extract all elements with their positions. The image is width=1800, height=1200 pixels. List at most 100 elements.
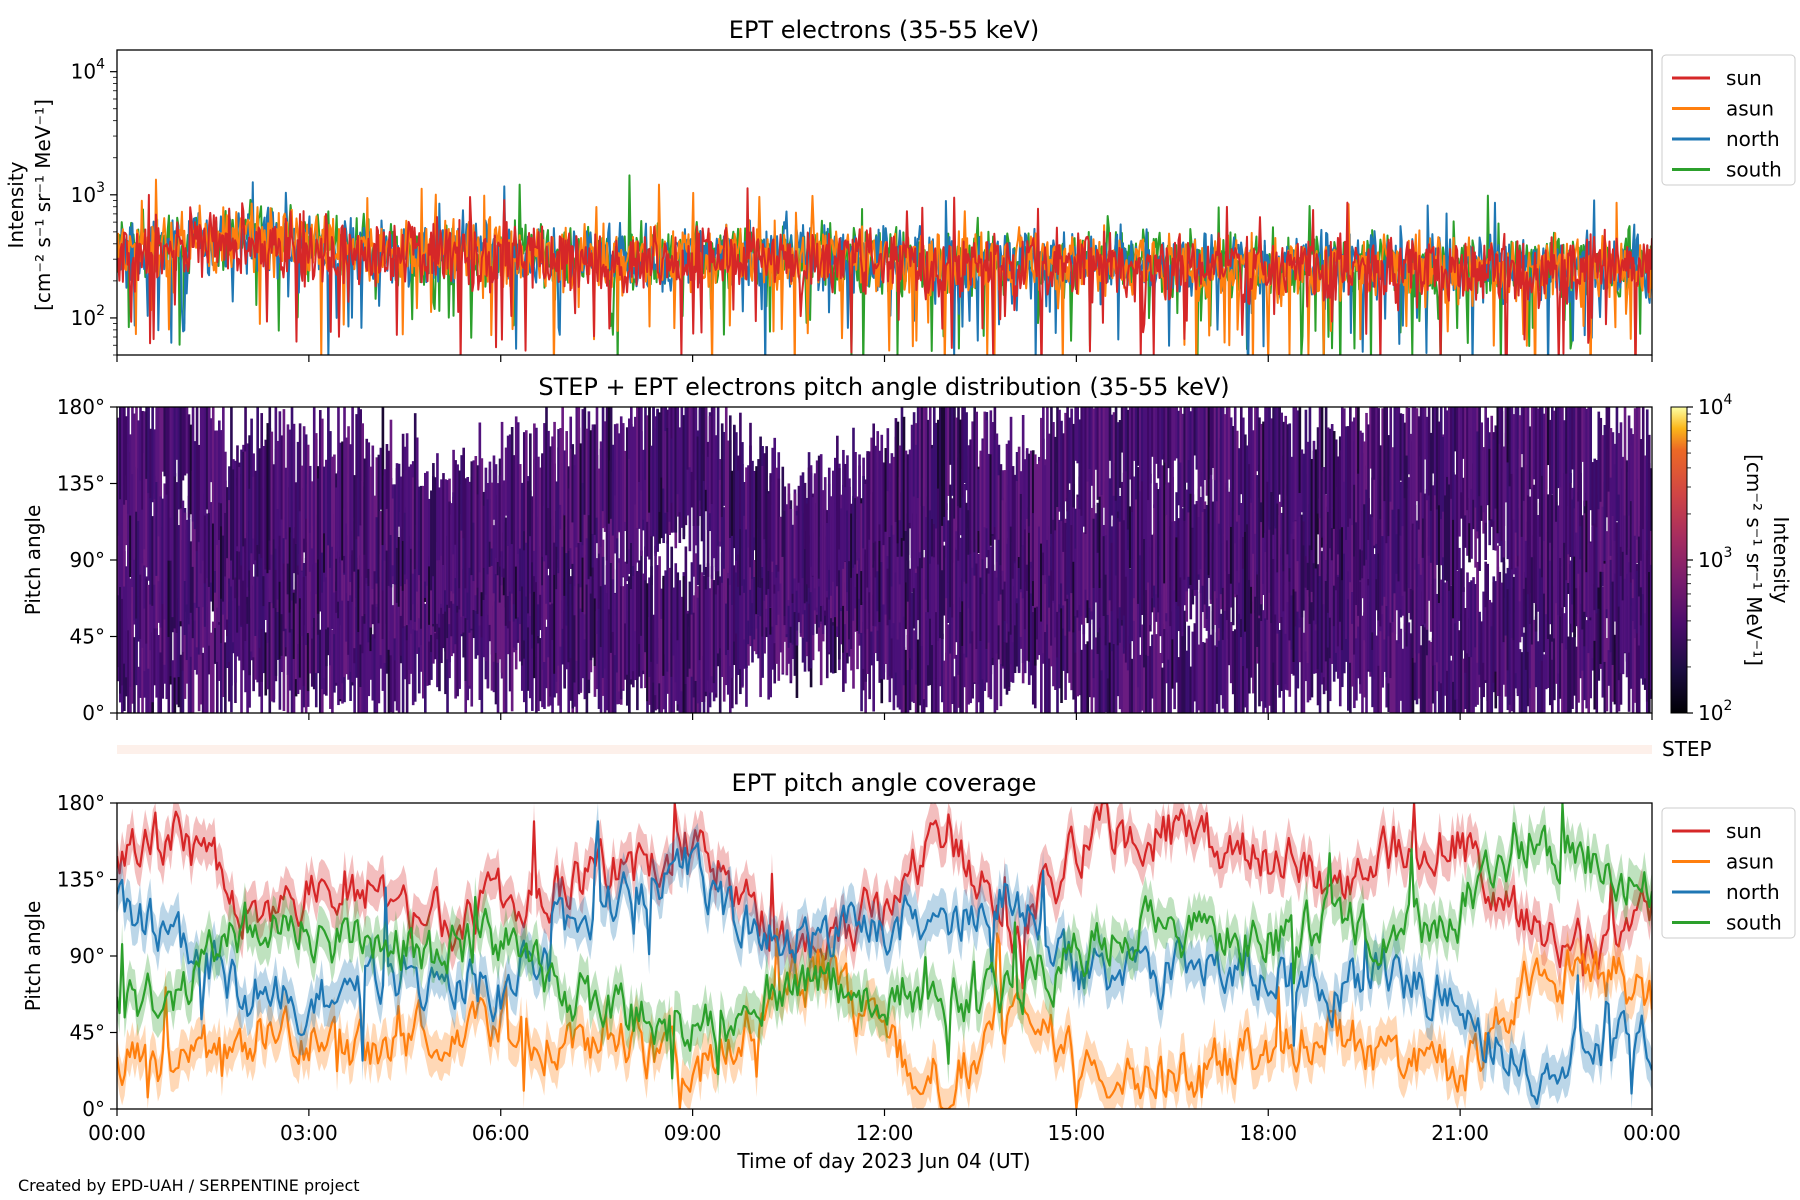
pad-cell: [1565, 648, 1568, 713]
pad-cell: [1365, 412, 1368, 490]
pad-cell: [1134, 551, 1138, 638]
pad-cell: [678, 580, 682, 712]
pad-cell: [733, 425, 736, 530]
pad-cell: [1538, 613, 1542, 713]
pad-cell: [1266, 531, 1269, 620]
pad-cell: [716, 407, 720, 546]
pad-cell: [593, 424, 597, 535]
pad-cell: [941, 633, 944, 703]
pad-cell: [569, 448, 573, 549]
pad-cell: [1445, 551, 1449, 671]
pad-cell: [589, 430, 593, 577]
pad-cell: [167, 407, 171, 465]
pad-cell: [609, 614, 613, 713]
x-tick-label: 18:00: [1239, 1121, 1297, 1145]
pad-cell: [139, 407, 142, 481]
pad-cell: [1553, 634, 1556, 701]
pad-cell: [702, 407, 706, 481]
pad-cell: [1088, 613, 1092, 698]
pad-cell: [460, 455, 463, 531]
pad-cell: [807, 573, 811, 670]
pad-cell: [1464, 607, 1467, 673]
y-tick-label: 103: [71, 180, 105, 207]
pad-cell: [941, 560, 944, 640]
pad-cell: [169, 520, 173, 677]
pad-cell: [1094, 407, 1098, 470]
pad-cell: [1347, 589, 1350, 711]
pad-cell: [1328, 428, 1332, 549]
pad-cell: [634, 545, 637, 632]
pad-cell: [1506, 407, 1510, 463]
y-tick-label: 0°: [82, 1097, 105, 1121]
pad-cell: [995, 433, 999, 562]
pad-cell: [1292, 589, 1296, 662]
pad-cell: [1126, 409, 1130, 530]
pad-cell: [767, 558, 770, 631]
pad-cell: [1365, 634, 1368, 713]
pad-cell: [1062, 598, 1065, 671]
pad-cell: [1086, 641, 1090, 713]
pad-cell: [389, 631, 393, 713]
pad-cell: [581, 482, 585, 546]
pad-cell: [630, 589, 633, 680]
pad-cell: [1526, 465, 1530, 595]
pad-cell: [737, 555, 740, 629]
pad-cell: [351, 407, 354, 551]
pad-cell: [1504, 407, 1508, 489]
pad-cell: [149, 428, 152, 499]
coverage-band-north: [117, 803, 1652, 1109]
pad-cell: [1397, 544, 1401, 644]
pad-cell: [1141, 466, 1144, 565]
pad-cell: [660, 407, 663, 478]
pad-cell: [1373, 479, 1376, 546]
pad-cell: [864, 483, 867, 550]
pad-cell: [355, 607, 358, 678]
pad-cell: [795, 515, 799, 591]
pad-cell: [763, 453, 766, 540]
pad-cell: [979, 580, 983, 713]
pad-cell: [914, 549, 918, 685]
pad-cell: [1512, 471, 1516, 575]
pad-cell: [1563, 509, 1566, 608]
pad-cell: [1173, 521, 1176, 591]
pad-cell: [1294, 521, 1298, 592]
pad-cell: [1577, 407, 1580, 502]
pad-cell: [545, 626, 548, 689]
pad-cell: [1169, 599, 1172, 713]
pad-cell: [634, 484, 637, 565]
pad-cell: [1557, 407, 1560, 489]
pad-cell: [217, 594, 221, 681]
pad-cell: [323, 581, 326, 679]
pad-cell: [312, 490, 316, 618]
pad-cell: [912, 412, 916, 497]
pad-cell: [1019, 493, 1023, 590]
pad-cell: [1565, 547, 1568, 650]
pad-cell: [1187, 625, 1191, 713]
pad-cell: [1609, 498, 1613, 653]
pad-cell: [205, 407, 209, 510]
pad-cell: [1427, 407, 1431, 496]
pad-cell: [563, 450, 566, 516]
pad-cell: [1540, 627, 1544, 713]
pad-cell: [916, 639, 920, 713]
pad-cell: [680, 596, 684, 692]
pad-cell: [1548, 419, 1552, 543]
pad-cell: [1017, 446, 1021, 558]
pad-cell: [698, 608, 702, 713]
pad-cell: [1070, 524, 1073, 594]
pad-cell: [147, 407, 150, 494]
pad-cell: [1448, 407, 1451, 485]
pad-cell: [1631, 434, 1635, 580]
pad-cell: [1647, 520, 1651, 646]
pad-cell: [1149, 407, 1152, 484]
pad-cell: [207, 407, 211, 514]
pad-cell: [1423, 407, 1427, 460]
pad-cell: [522, 432, 526, 532]
pad-cell: [347, 473, 350, 601]
pad-cell: [1021, 415, 1025, 546]
pad-cell: [922, 407, 926, 507]
pad-cell: [254, 608, 257, 680]
pad-cell: [527, 481, 530, 567]
pad-cell: [1219, 438, 1223, 595]
pad-cell: [943, 545, 946, 616]
